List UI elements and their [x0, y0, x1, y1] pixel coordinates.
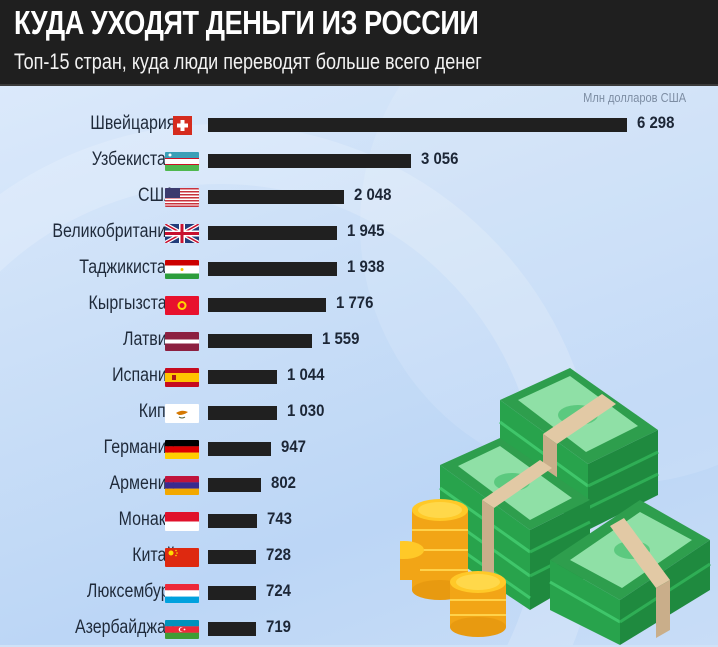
value-label: 947: [281, 437, 306, 456]
flag-china-icon: [165, 548, 199, 567]
country-label: Германия: [103, 437, 175, 458]
coin-stack-icon: [400, 541, 424, 580]
bar: [208, 622, 256, 636]
bar-row: Великобритания 1 945: [0, 215, 718, 251]
bar: [208, 334, 312, 348]
bar: [208, 298, 326, 312]
flag-cyprus-icon: [165, 404, 199, 423]
value-label: 1 030: [287, 401, 325, 420]
bar-row: Латвия 1 559: [0, 323, 718, 359]
coin-stack-icon: [450, 571, 506, 637]
flag-luxembourg-icon: [165, 584, 199, 603]
bar: [208, 190, 344, 204]
flag-armenia-icon: [165, 476, 199, 495]
flag-germany-icon: [165, 440, 199, 459]
bar: [208, 262, 337, 276]
bar-row: Таджикистан 1 938: [0, 251, 718, 287]
flag-uzbekistan-icon: [165, 152, 199, 171]
money-stack-illustration: [400, 368, 711, 645]
country-label: Кыргызстан: [88, 293, 175, 314]
bar: [208, 514, 257, 528]
flag-spain-icon: [165, 368, 199, 387]
value-label: 743: [267, 509, 292, 528]
bar: [208, 550, 256, 564]
flag-monaco-icon: [165, 512, 199, 531]
bar-row: Германия 947: [0, 431, 718, 467]
bar: [208, 226, 337, 240]
bar-row: Азербайджан 719: [0, 611, 718, 647]
value-label: 724: [266, 581, 291, 600]
flag-azerbaijan-icon: [165, 620, 199, 639]
value-label: 2 048: [354, 185, 392, 204]
flag-uk-icon: [165, 224, 199, 243]
bar-row: Узбекистан 3 056: [0, 143, 718, 179]
bar-row: Армения 802: [0, 467, 718, 503]
value-label: 719: [266, 617, 291, 636]
value-label: 1 938: [347, 257, 385, 276]
value-label: 802: [271, 473, 296, 492]
value-label: 1 559: [322, 329, 360, 348]
country-label: Великобритания: [52, 221, 175, 242]
value-label: 728: [266, 545, 291, 564]
flag-latvia-icon: [165, 332, 199, 351]
country-label: Армения: [109, 473, 175, 494]
country-label: Китай: [131, 545, 175, 566]
country-label: Монако: [118, 509, 175, 530]
value-label: 1 945: [347, 221, 385, 240]
bar-row: Кипр 1 030: [0, 395, 718, 431]
bar-row: США 2 048: [0, 179, 718, 215]
chart-background: [0, 84, 718, 645]
page-subtitle: Топ-15 стран, куда люди переводят больше…: [14, 49, 482, 74]
country-label: Таджикистан: [79, 257, 175, 278]
bar-row: Монако 743: [0, 503, 718, 539]
page-title: КУДА УХОДЯТ ДЕНЬГИ ИЗ РОССИИ: [14, 4, 479, 41]
bar: [208, 406, 277, 420]
header-banner: КУДА УХОДЯТ ДЕНЬГИ ИЗ РОССИИ Топ-15 стра…: [0, 0, 718, 86]
bar: [208, 370, 277, 384]
unit-label: Млн долларов США: [583, 90, 686, 105]
bar-row: Китай 728: [0, 539, 718, 575]
bar-row: Люксембург 724: [0, 575, 718, 611]
country-label: Люксембург: [86, 581, 175, 602]
bar-row: Швейцария 6 298: [0, 107, 718, 143]
country-label: Латвия: [122, 329, 175, 350]
bar: [208, 586, 256, 600]
bar: [208, 154, 411, 168]
value-label: 1 044: [287, 365, 325, 384]
flag-switzerland-icon: [165, 116, 199, 135]
value-label: 3 056: [421, 149, 459, 168]
flag-kyrgyzstan-icon: [165, 296, 199, 315]
bar-row: Кыргызстан 1 776: [0, 287, 718, 323]
country-label: Швейцария: [89, 113, 175, 134]
banknote-stack-icon: [549, 500, 711, 645]
flag-tajikistan-icon: [165, 260, 199, 279]
value-label: 1 776: [336, 293, 374, 312]
bar: [208, 478, 261, 492]
bar: [208, 442, 271, 456]
value-label: 6 298: [637, 113, 675, 132]
country-label: Азербайджан: [75, 617, 175, 638]
bar-row: Испания 1 044: [0, 359, 718, 395]
flag-usa-icon: [165, 188, 199, 207]
bar: [208, 118, 627, 132]
country-label: Испания: [111, 365, 175, 386]
country-label: Узбекистан: [92, 149, 175, 170]
